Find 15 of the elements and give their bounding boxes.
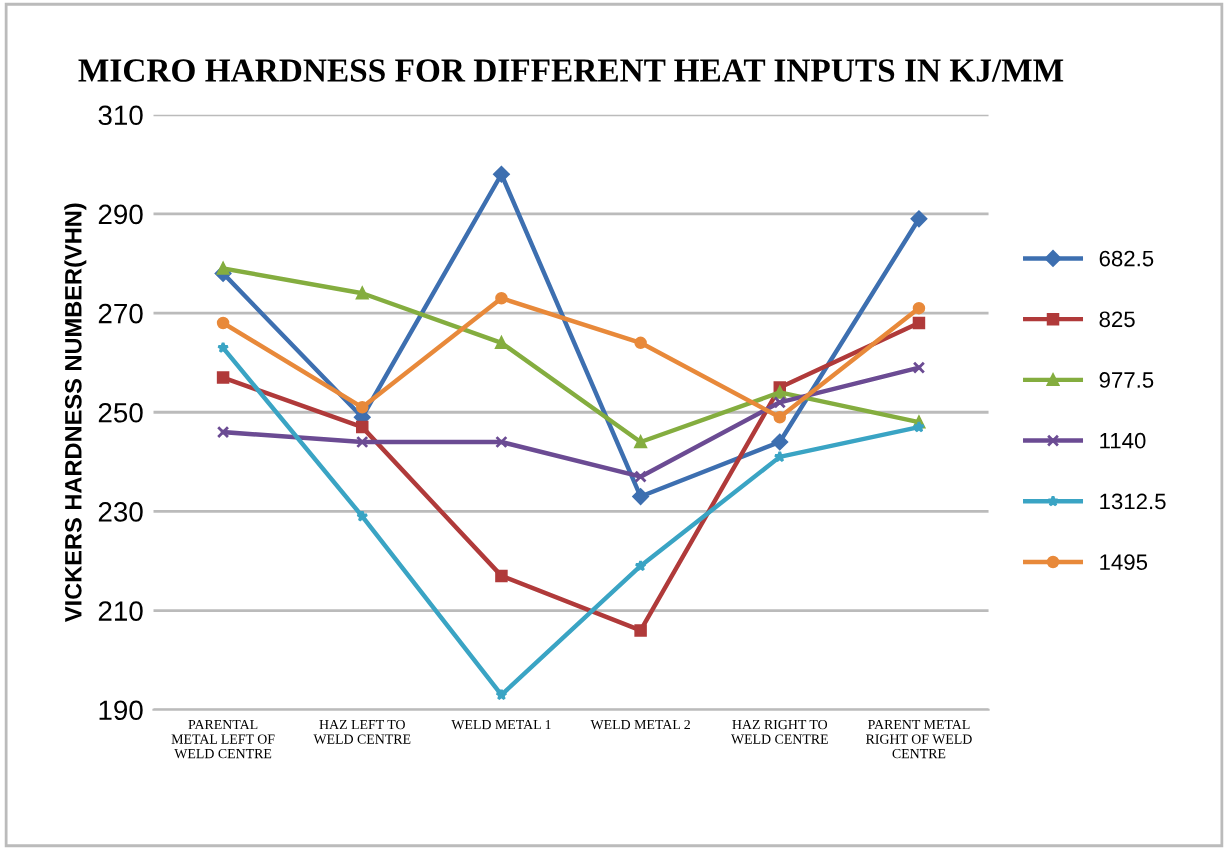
legend-label: 977.5: [1099, 372, 1154, 388]
y-tick-label: 210: [98, 601, 143, 621]
y-tick-label: 230: [98, 502, 143, 522]
legend-label: 825: [1099, 311, 1135, 328]
legend-label: 1495: [1100, 554, 1148, 570]
y-axis-title: VICKERS HARDNESS NUMBER(VHN): [64, 203, 87, 622]
y-tick-label: 270: [98, 303, 143, 324]
chart-title: MICRO HARDNESS FOR DIFFERENT HEAT INPUTS IN KJ/MM: [78, 59, 1064, 82]
legend-label: 682.5: [1099, 250, 1154, 267]
y-tick-label: 250: [98, 402, 143, 423]
legend-label: 1312.5: [1100, 493, 1166, 510]
y-tick-label: 190: [99, 700, 143, 721]
y-tick-label: 290: [98, 204, 143, 225]
legend-label: 1140: [1100, 432, 1146, 449]
y-tick-label: 310: [98, 105, 143, 126]
